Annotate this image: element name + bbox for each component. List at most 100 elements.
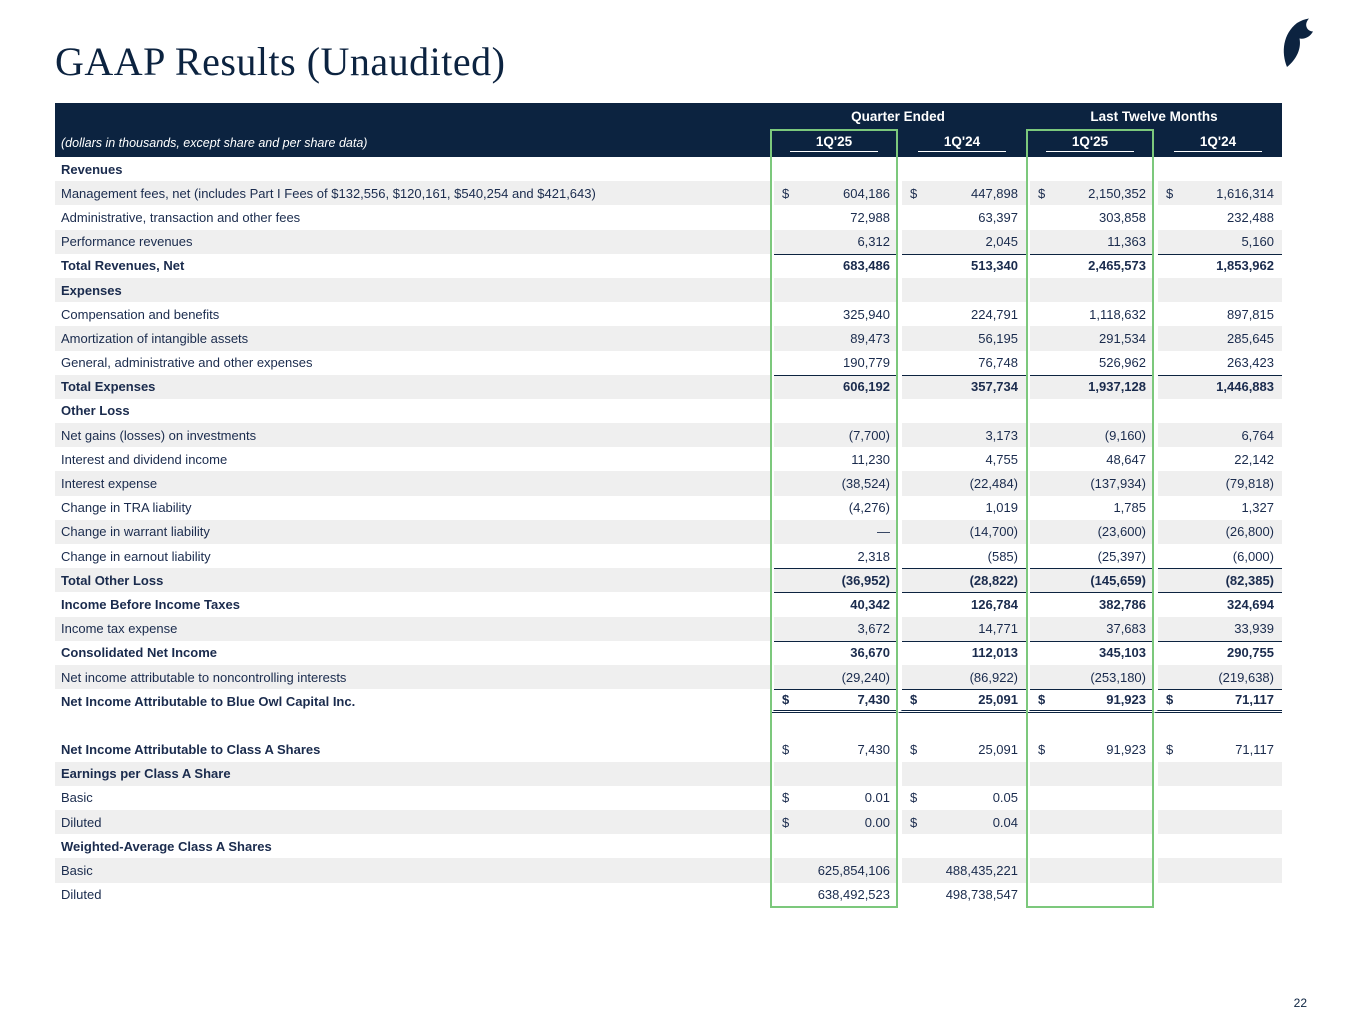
cell-value: 37,683 — [1106, 621, 1146, 637]
table-row: Earnings per Class A Share — [55, 761, 1282, 786]
row-label: Change in TRA liability — [61, 500, 192, 516]
cell-value: 6,764 — [1241, 427, 1274, 443]
cell-value: (145,659) — [1090, 572, 1146, 588]
row-label: General, administrative and other expens… — [61, 355, 313, 371]
cell-value: 76,748 — [978, 355, 1018, 371]
cell-value: 56,195 — [978, 330, 1018, 346]
row-value-cell: (82,385) — [1154, 568, 1282, 593]
row-label: Net income attributable to noncontrollin… — [61, 669, 347, 685]
row-value-cell: 382,786 — [1026, 592, 1154, 617]
row-label: Management fees, net (includes Part I Fe… — [61, 185, 596, 201]
row-value-cell: $7,430 — [770, 689, 898, 714]
dollar-sign: $ — [910, 742, 918, 758]
cell-value: 5,160 — [1241, 234, 1274, 250]
column-header-label: 1Q'24 — [918, 134, 1006, 152]
table-row: Total Revenues, Net 683,486 513,340 2,465,5… — [55, 253, 1282, 278]
row-value-cell — [1154, 858, 1282, 883]
row-value-cell: 40,342 — [770, 592, 898, 617]
table-row: Net gains (losses) on investments (7,700)… — [55, 423, 1282, 448]
table-row: Income Before Income Taxes 40,342 126,784 3… — [55, 592, 1282, 617]
row-value-cell: 56,195 — [898, 326, 1026, 351]
table-row: Administrative, transaction and other fe… — [55, 205, 1282, 230]
column-header-ltm-1q25: 1Q'25 — [1026, 134, 1154, 152]
row-value-cell: 2,045 — [898, 229, 1026, 254]
row-value-cell: 76,748 — [898, 350, 1026, 375]
row-value-cell: (4,276) — [770, 495, 898, 520]
dollar-sign: $ — [1038, 185, 1046, 201]
row-value-cell — [1026, 713, 1154, 738]
dollar-sign: $ — [1166, 692, 1174, 708]
row-value-cell — [1154, 157, 1282, 182]
table-row: Expenses — [55, 277, 1282, 303]
row-value-cell: (25,397) — [1026, 544, 1154, 569]
table-row: Interest and dividend income 11,230 4,755 4… — [55, 447, 1282, 472]
dollar-sign: $ — [782, 790, 790, 806]
cell-value: 1,853,962 — [1216, 258, 1274, 274]
cell-value: 7,430 — [857, 742, 890, 758]
cell-value: 2,318 — [857, 548, 890, 564]
cell-value: 89,473 — [850, 330, 890, 346]
cell-value: 285,645 — [1227, 330, 1274, 346]
cell-value: 11,230 — [851, 451, 890, 467]
row-value-cell: 190,779 — [770, 350, 898, 375]
row-value-cell: 89,473 — [770, 326, 898, 351]
column-header-label: 1Q'25 — [790, 134, 878, 152]
row-value-cell: $0.05 — [898, 785, 1026, 811]
dollar-sign: $ — [910, 692, 918, 708]
row-value-cell: 2,318 — [770, 544, 898, 569]
cell-value: 6,312 — [857, 234, 890, 250]
table-row: Diluted 638,492,523 498,738,547 — [55, 882, 1282, 907]
page-title: GAAP Results (Unaudited) — [55, 39, 506, 84]
cell-value: 488,435,221 — [945, 863, 1018, 879]
cell-value: 224,791 — [971, 306, 1018, 322]
row-value-cell — [1154, 882, 1282, 907]
row-value-cell: 22,142 — [1154, 447, 1282, 472]
table-row: Weighted-Average Class A Shares — [55, 834, 1282, 859]
dollar-sign: $ — [782, 185, 790, 201]
row-value-cell: (14,700) — [898, 519, 1026, 544]
dollar-sign: $ — [1038, 692, 1046, 708]
row-value-cell: 112,013 — [898, 640, 1026, 665]
row-value-cell — [1154, 761, 1282, 786]
dollar-sign: $ — [782, 742, 790, 758]
cell-value: 71,117 — [1234, 692, 1274, 708]
row-value-cell: 291,534 — [1026, 326, 1154, 351]
row-value-cell — [898, 277, 1026, 303]
row-value-cell — [770, 157, 898, 182]
table-row: Basic $0.01 $0.05 — [55, 785, 1282, 811]
row-value-cell: $71,117 — [1154, 737, 1282, 762]
row-value-cell — [1154, 277, 1282, 303]
row-value-cell: 33,939 — [1154, 616, 1282, 641]
row-value-cell: 324,694 — [1154, 592, 1282, 617]
cell-value: 33,939 — [1234, 621, 1274, 637]
row-value-cell — [1026, 761, 1154, 786]
table-header: Quarter Ended Last Twelve Months (dollar… — [55, 103, 1282, 157]
row-value-cell: 1,446,883 — [1154, 374, 1282, 399]
cell-value: 0.00 — [864, 814, 890, 830]
cell-value: 345,103 — [1099, 645, 1146, 661]
row-label: Diluted — [61, 887, 102, 903]
row-value-cell: (22,484) — [898, 471, 1026, 496]
row-value-cell: (585) — [898, 544, 1026, 569]
column-header-qe-1q25: 1Q'25 — [770, 134, 898, 152]
column-header-ltm-1q24: 1Q'24 — [1154, 134, 1282, 152]
row-value-cell — [770, 761, 898, 786]
row-value-cell: (219,638) — [1154, 664, 1282, 690]
row-value-cell: 638,492,523 — [770, 882, 898, 907]
row-value-cell: $91,923 — [1026, 689, 1154, 714]
row-value-cell: $25,091 — [898, 737, 1026, 762]
cell-value: 91,923 — [1106, 692, 1146, 708]
spacer-row — [55, 713, 1282, 738]
cell-value: 1,937,128 — [1088, 379, 1146, 395]
cell-value: 1,616,314 — [1216, 185, 1274, 201]
row-value-cell: (26,800) — [1154, 519, 1282, 544]
table-row: Basic 625,854,106 488,435,221 — [55, 858, 1282, 883]
row-value-cell: 526,962 — [1026, 350, 1154, 375]
cell-value: 2,150,352 — [1088, 185, 1146, 201]
cell-value: 604,186 — [843, 185, 890, 201]
row-label: Net Income Attributable to Class A Share… — [61, 742, 321, 758]
cell-value: 357,734 — [971, 379, 1018, 395]
row-label: Diluted — [61, 814, 102, 830]
row-value-cell: $604,186 — [770, 181, 898, 206]
row-value-cell — [1154, 785, 1282, 811]
